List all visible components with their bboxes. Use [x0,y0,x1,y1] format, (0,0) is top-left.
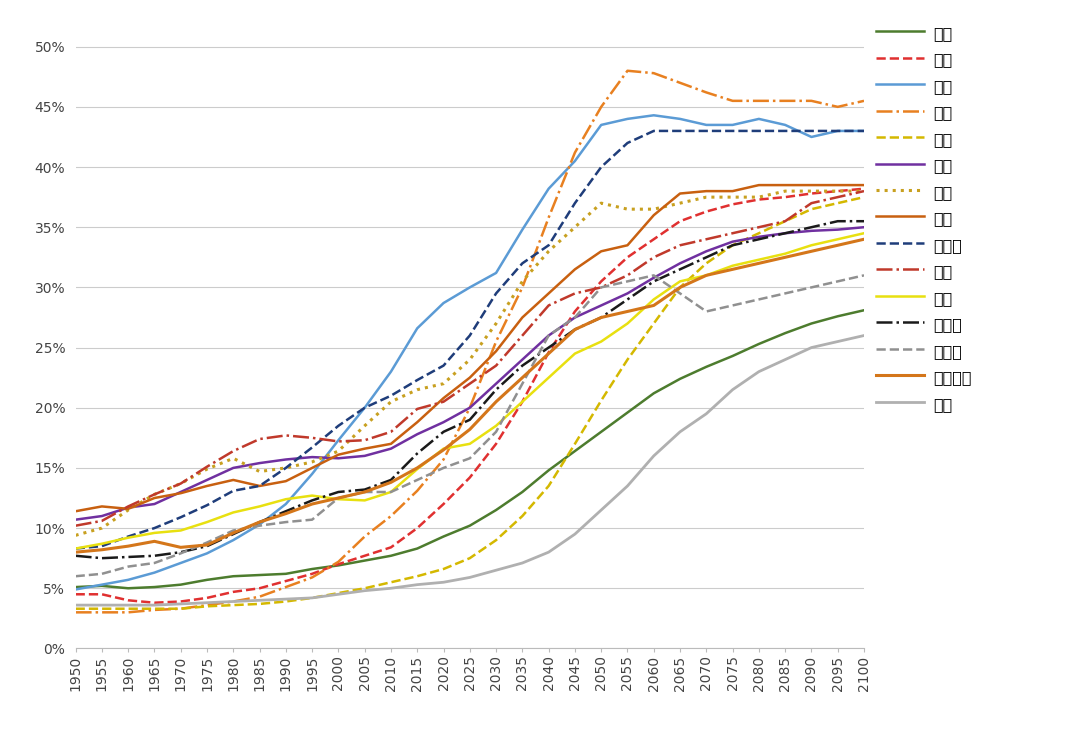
Legend: 世界, 中国, 日本, 韩国, 印度, 英国, 德国, 法国, 意大利, 瑞典, 美国, 加拿大, 俄罗斯, 澳大利亚, 埃及: 世界, 中国, 日本, 韩国, 印度, 英国, 德国, 法国, 意大利, 瑞典,… [876,24,972,412]
